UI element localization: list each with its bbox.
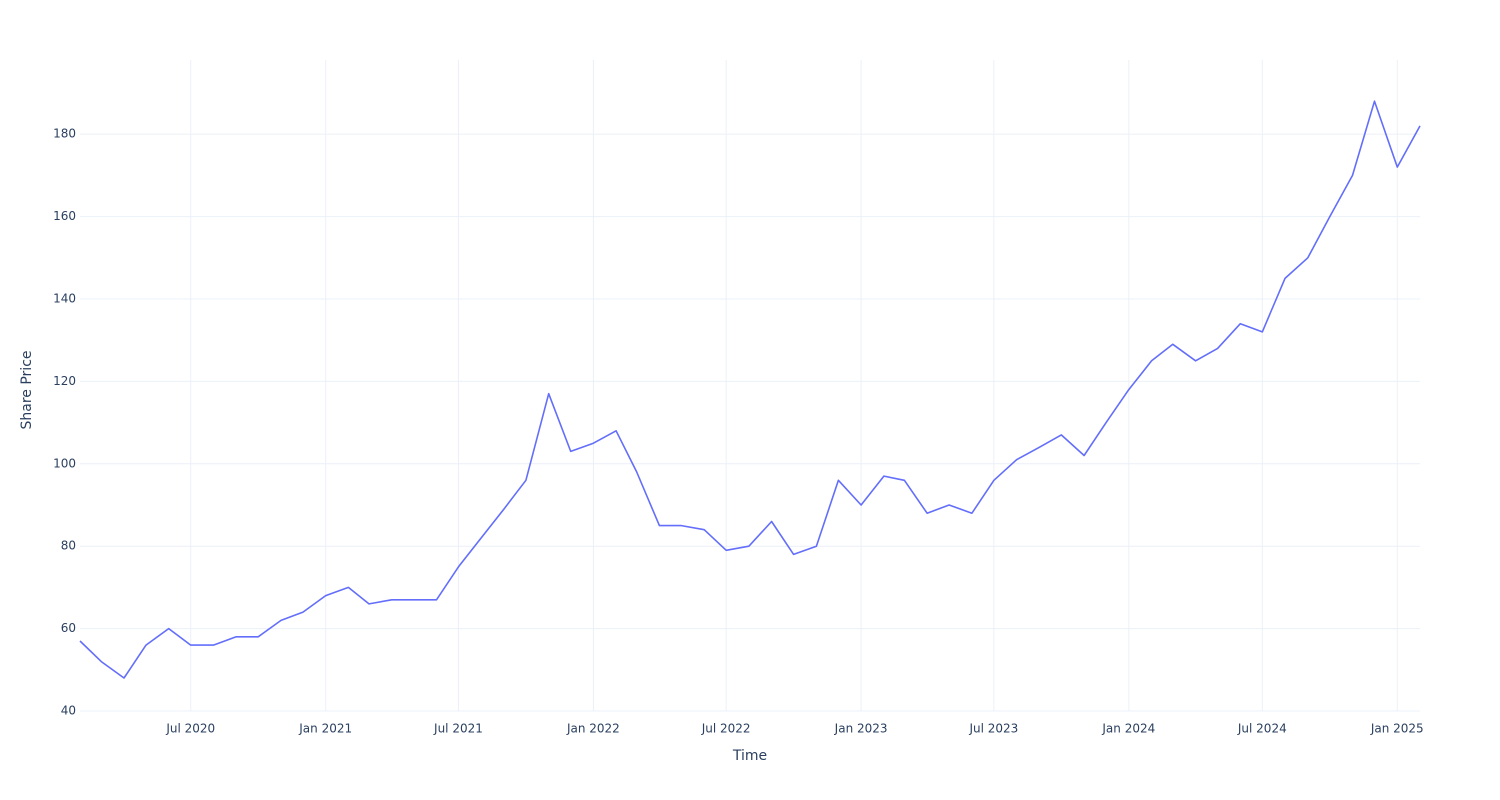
x-tick-label: Jul 2024 [1237,722,1287,736]
y-tick-label: 160 [53,209,76,223]
x-tick-label: Jan 2021 [298,722,352,736]
x-tick-label: Jan 2025 [1370,722,1424,736]
x-axis-title: Time [732,748,767,764]
x-tick-label: Jan 2024 [1101,722,1155,736]
x-tick-label: Jul 2023 [968,722,1018,736]
y-tick-label: 60 [61,621,76,635]
x-tick-label: Jul 2021 [433,722,483,736]
y-tick-label: 180 [53,127,76,141]
price-line [79,100,1421,679]
x-tick-label: Jul 2020 [165,722,215,736]
x-tick-label: Jan 2022 [566,722,620,736]
x-tick-label: Jan 2023 [834,722,888,736]
y-tick-label: 140 [53,291,76,305]
y-tick-label: 100 [53,456,76,470]
y-tick-label: 80 [61,539,76,553]
x-tick-label: Jul 2022 [701,722,751,736]
y-tick-label: 40 [61,704,76,718]
y-axis-title: Share Price [19,350,35,429]
y-tick-label: 120 [53,374,76,388]
